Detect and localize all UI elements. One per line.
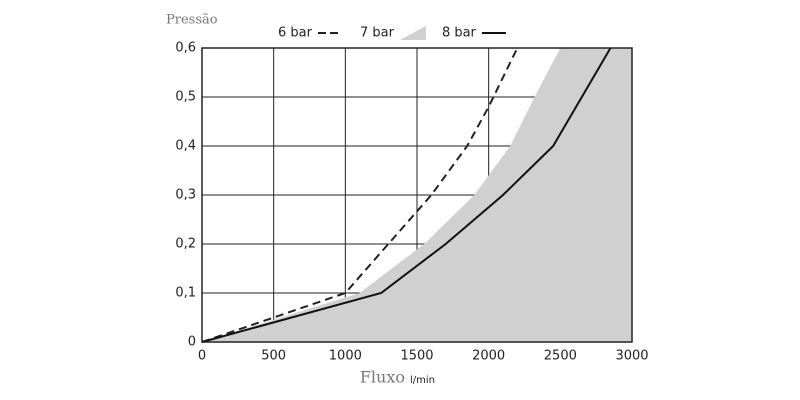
y-axis-label: Pressão <box>166 13 218 28</box>
y-tick-label: 0 <box>188 335 196 350</box>
y-tick-label: 0,6 <box>175 41 196 56</box>
x-axis-label: Fluxo <box>360 368 405 387</box>
y-tick-label: 0,4 <box>175 139 196 154</box>
legend-swatch <box>399 26 426 40</box>
legend: 6 bar 7 bar 8 bar <box>278 26 506 41</box>
y-tick-label: 0,5 <box>175 90 196 105</box>
y-tick-label: 0,2 <box>175 237 196 252</box>
x-tick-label: 2000 <box>472 349 505 364</box>
line <box>201 47 612 343</box>
y-tick-label: 0,1 <box>175 286 196 301</box>
x-tick-label: 3000 <box>615 349 648 364</box>
lines <box>201 47 612 343</box>
x-axis-unit: l/min <box>410 375 435 386</box>
x-tick-label: 1500 <box>400 349 433 364</box>
plot-border <box>201 47 633 343</box>
y-tick-label: 0,3 <box>175 188 196 203</box>
area <box>202 48 632 342</box>
x-tick-label: 0 <box>198 349 206 364</box>
legend-label: 8 bar <box>442 26 477 41</box>
legend-label: 6 bar <box>278 26 313 41</box>
x-tick-label: 500 <box>261 349 286 364</box>
x-tick-label: 2500 <box>544 349 577 364</box>
legend-label: 7 bar <box>360 26 395 41</box>
axes: 0 500 1000 1500 2000 2500 3000 0 0,1 0,2 0,3 0,4 0,5… <box>175 41 648 364</box>
x-tick-label: 1000 <box>329 349 362 364</box>
plot-data <box>202 48 632 342</box>
